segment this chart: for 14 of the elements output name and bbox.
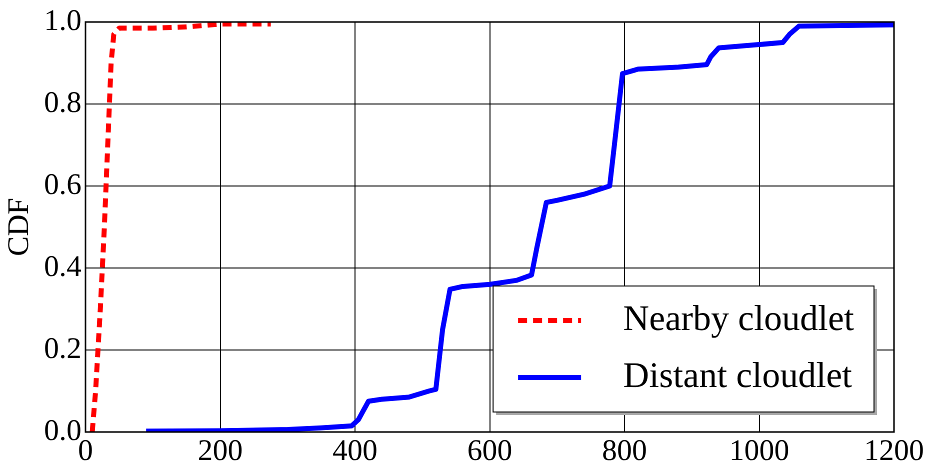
x-tick-label: 800 [602,434,647,467]
y-tick-label: 0.8 [44,86,82,119]
legend-label: Nearby cloudlet [623,298,854,338]
y-axis-title: CDF [2,198,35,256]
x-tick-label: 600 [467,434,512,467]
x-tick-label: 1000 [729,434,790,467]
legend-label: Distant cloudlet [623,354,852,395]
x-tick-label: 200 [198,434,243,467]
x-tick-label: 400 [332,434,378,467]
x-tick-label: 1200 [864,434,924,467]
y-tick-label: 0.6 [44,168,82,201]
y-tick-label: 0.2 [44,332,82,365]
y-tick-label: 0.4 [44,250,82,283]
y-tick-label: 1.0 [44,4,82,37]
